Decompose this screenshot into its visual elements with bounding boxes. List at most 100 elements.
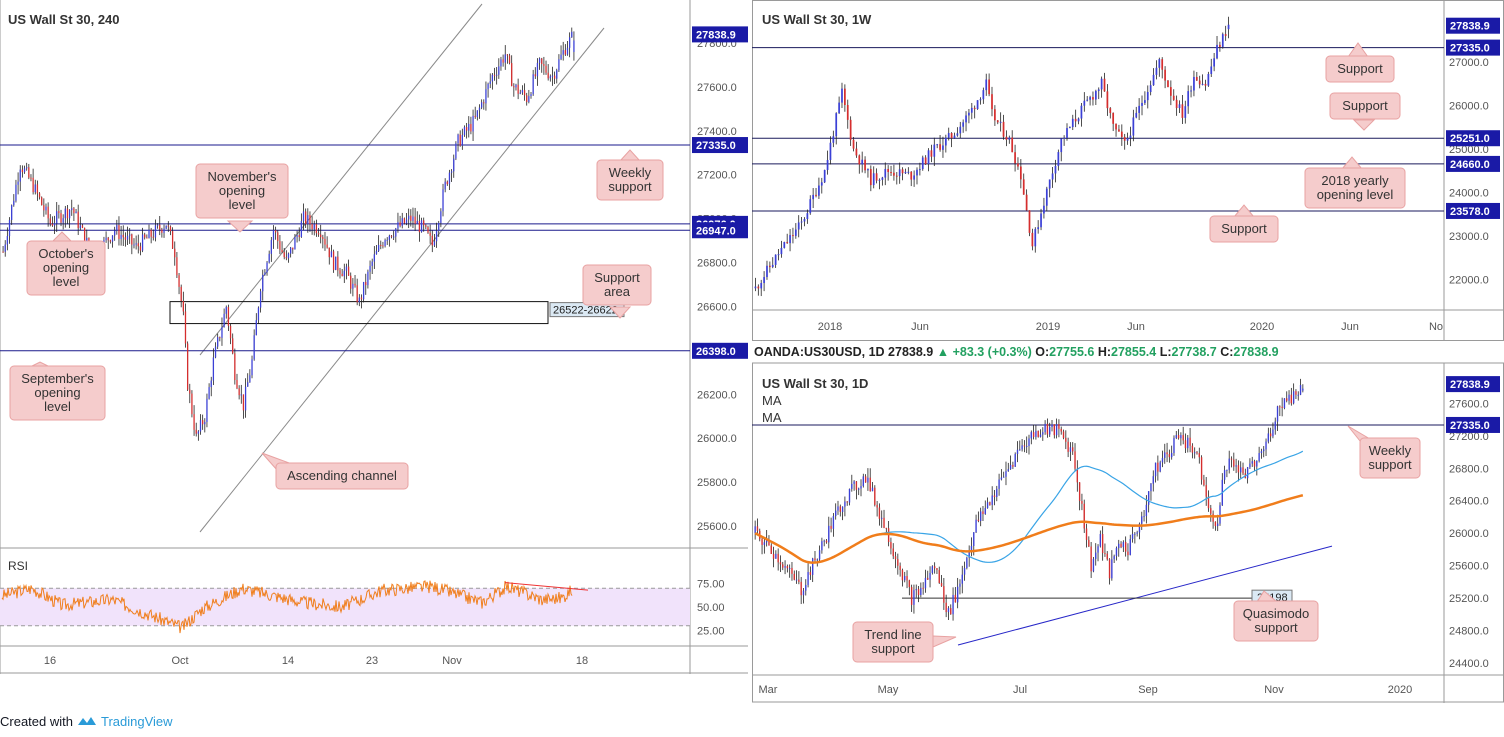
x-tick-label: Nov xyxy=(442,655,462,667)
candle-body xyxy=(144,234,146,238)
candle-body xyxy=(1161,457,1164,463)
tradingview-brand[interactable]: TradingView xyxy=(100,713,173,729)
y-tick-label: 27600.0 xyxy=(1449,398,1489,410)
candle-body xyxy=(828,525,830,543)
candle-body xyxy=(841,88,843,103)
candle-body xyxy=(180,286,182,302)
candle-body xyxy=(1074,451,1076,469)
candle-body xyxy=(399,222,401,226)
candle-body xyxy=(901,569,904,581)
candle-body xyxy=(820,182,823,186)
callout-november-open-text: November's xyxy=(208,169,277,184)
candle-body xyxy=(1164,452,1166,458)
candle-body xyxy=(156,224,159,226)
candle-body xyxy=(259,291,262,308)
candle-body xyxy=(219,337,221,339)
candle-body xyxy=(1051,424,1053,427)
candle-body xyxy=(294,237,296,250)
candle-body xyxy=(1108,559,1111,579)
y-tick-label: 24400.0 xyxy=(1449,658,1489,670)
candle-body xyxy=(913,175,915,180)
candle-body xyxy=(878,507,881,519)
candle-body xyxy=(784,566,786,568)
candle-body xyxy=(506,54,509,56)
candle-body xyxy=(1193,76,1195,91)
candle-body xyxy=(1019,166,1022,180)
y-tick-label: 26800.0 xyxy=(697,258,737,270)
candle-body xyxy=(809,572,812,575)
candle-body xyxy=(279,241,281,250)
candle-body xyxy=(1028,210,1031,233)
candle-body xyxy=(1122,542,1125,548)
candle-body xyxy=(1097,546,1099,553)
candle-body xyxy=(999,121,1002,123)
candle-body xyxy=(242,394,245,411)
candle-body xyxy=(1181,104,1184,118)
candle-body xyxy=(225,307,227,314)
candle-body xyxy=(124,237,127,240)
candle-body xyxy=(32,177,34,193)
callout-weekly-support-mid-text: Support xyxy=(1342,98,1388,113)
x-tick-label: 2019 xyxy=(1036,321,1060,333)
candle-body xyxy=(1216,44,1218,59)
candle-body xyxy=(154,225,157,238)
candle-body xyxy=(1092,558,1095,572)
price-tag-bg xyxy=(1446,416,1500,433)
y-tick-label: 24800.0 xyxy=(1449,625,1489,637)
candle-body xyxy=(189,389,191,394)
candle-body xyxy=(159,224,161,230)
candle-body xyxy=(901,169,904,174)
candle-body xyxy=(272,230,275,241)
callout-november-open xyxy=(195,163,289,219)
candle-body xyxy=(913,590,915,605)
daily-chart-svg[interactable]: OANDA:US30USD, 1D 27838.9 ▲ +83.3 (+0.3%… xyxy=(752,341,1504,703)
candle-body xyxy=(1101,534,1104,553)
candle-body xyxy=(485,89,487,104)
candle-body xyxy=(362,281,365,300)
candle-body xyxy=(1161,59,1164,70)
candle-body xyxy=(1212,513,1214,522)
candle-body xyxy=(933,566,936,569)
callout-2018-open-text: 2018 yearly xyxy=(1321,173,1389,188)
candle-body xyxy=(943,586,945,603)
candle-body xyxy=(1297,394,1299,396)
candle-body xyxy=(1005,136,1008,140)
callout-september-open-text: level xyxy=(44,399,71,414)
candle-body xyxy=(360,297,363,300)
candle-body xyxy=(1138,523,1141,533)
candle-body xyxy=(1037,430,1039,437)
x-tick-label: 2020 xyxy=(1250,321,1274,333)
candle-body xyxy=(41,197,43,206)
candle-body xyxy=(536,62,539,77)
candle-body xyxy=(1237,465,1240,473)
candle-body xyxy=(1283,398,1286,409)
ma-200-line xyxy=(754,494,1304,564)
candle-body xyxy=(197,431,200,434)
callout-support-area xyxy=(582,264,652,306)
ohlc-header: OANDA:US30USD, 1D 27838.9 ▲ +83.3 (+0.3%… xyxy=(754,345,1279,359)
candle-body xyxy=(1141,102,1143,106)
candle-body xyxy=(53,223,56,226)
candle-body xyxy=(1135,112,1138,118)
candle-body xyxy=(543,64,545,66)
candle-body xyxy=(49,218,51,224)
candle-body xyxy=(571,31,573,38)
candle-body xyxy=(79,225,81,229)
weekly-chart-svg[interactable]: 27000.0 26000.0 25000.0 24000.0 23000.0 22000… xyxy=(752,0,1504,341)
candle-body xyxy=(965,115,967,123)
candle-body xyxy=(1016,449,1019,454)
candle-body xyxy=(1203,479,1205,486)
weekly-chart-panel[interactable]: 27000.0 26000.0 25000.0 24000.0 23000.0 22000… xyxy=(752,0,1504,341)
h4-chart-svg[interactable]: 26522-2662227800.027600.027400.027200.02… xyxy=(0,0,748,674)
candle-body xyxy=(528,96,530,102)
daily-chart-panel[interactable]: OANDA:US30USD, 1D 27838.9 ▲ +83.3 (+0.3%… xyxy=(752,341,1504,703)
candle-body xyxy=(763,542,766,545)
candle-body xyxy=(429,232,431,236)
x-tick-label: 23 xyxy=(366,655,378,667)
candle-body xyxy=(193,414,195,430)
candle-body xyxy=(403,218,406,224)
candle-body xyxy=(791,567,793,574)
candle-body xyxy=(1167,80,1169,88)
candle-body xyxy=(950,133,953,139)
h4-chart-panel[interactable]: 26522-26622 27800.0 27600.0 27400.0 27200.0 2… xyxy=(0,0,748,674)
